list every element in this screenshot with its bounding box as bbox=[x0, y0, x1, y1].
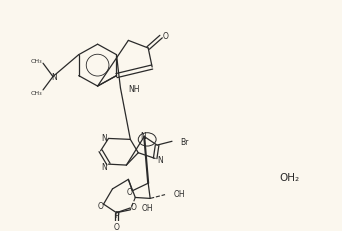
Text: P: P bbox=[114, 210, 119, 219]
Text: Br: Br bbox=[180, 137, 188, 146]
Text: O: O bbox=[114, 222, 119, 231]
Text: N: N bbox=[157, 155, 163, 164]
Text: O: O bbox=[97, 201, 104, 210]
Text: N: N bbox=[51, 73, 57, 82]
Text: NH: NH bbox=[128, 85, 140, 94]
Text: OH: OH bbox=[141, 204, 153, 213]
Text: O: O bbox=[130, 203, 136, 212]
Text: OH₂: OH₂ bbox=[279, 172, 299, 182]
Text: N: N bbox=[140, 131, 146, 140]
Text: O: O bbox=[127, 187, 132, 196]
Text: OH: OH bbox=[174, 189, 186, 198]
Text: CH₃: CH₃ bbox=[30, 59, 42, 64]
Text: N: N bbox=[101, 134, 106, 142]
Text: N: N bbox=[101, 162, 106, 171]
Text: CH₃: CH₃ bbox=[30, 91, 42, 96]
Text: O: O bbox=[163, 32, 169, 41]
